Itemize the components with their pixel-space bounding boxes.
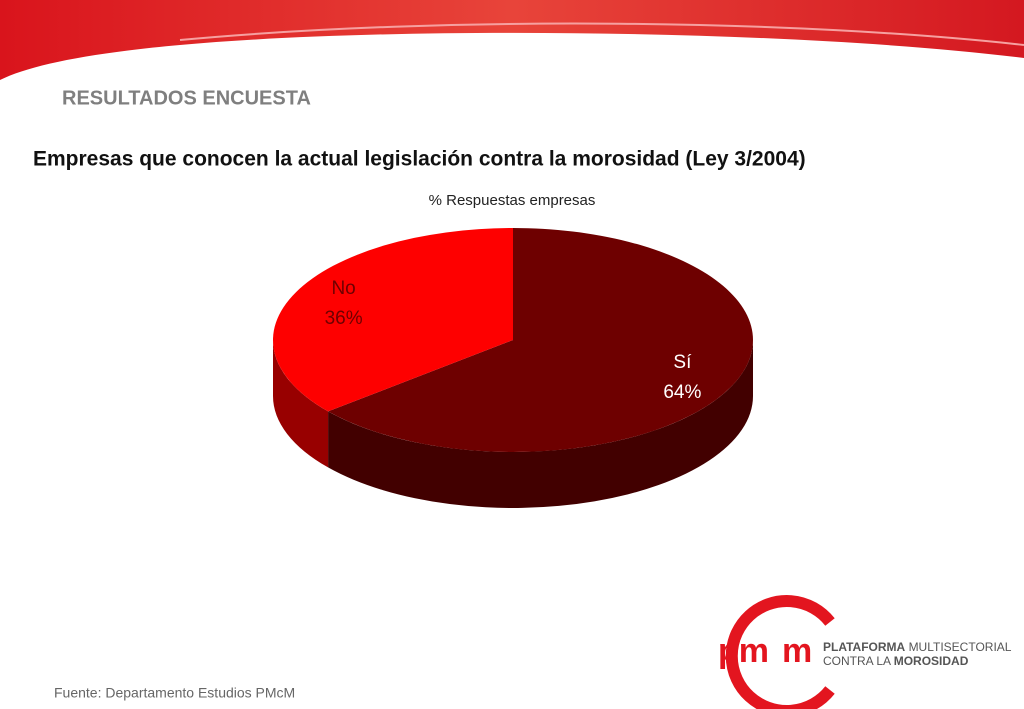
logo-letters: pm: [718, 632, 769, 670]
slice-label: No: [331, 278, 355, 299]
logo-text: PLATAFORMA MULTISECTORIAL: [823, 640, 1012, 654]
logo-letters: m: [782, 632, 812, 670]
logo: pm m PLATAFORMA MULTISECTORIAL CONTRA LA…: [718, 595, 1012, 709]
pie-slice: [328, 228, 753, 453]
header-wave: [0, 0, 1024, 80]
data-label: 36%: [325, 308, 363, 329]
pie-slice-side: [273, 340, 329, 468]
pie-chart: Sí 64% No 36%: [273, 228, 753, 509]
chart-title: % Respuestas empresas: [429, 192, 596, 209]
logo-text: CONTRA LA MOROSIDAD: [823, 654, 969, 668]
pie-tops: [273, 228, 753, 453]
pie-slice-side: [328, 340, 753, 509]
pie-slice: [273, 228, 513, 412]
data-label: 64%: [663, 382, 701, 403]
logo-text: MULTISECTORIAL: [909, 640, 1012, 654]
slice-label: Sí: [673, 352, 692, 373]
pie-sides: [273, 340, 753, 509]
logo-text: PLATAFORMA: [823, 640, 906, 654]
source: Fuente: Departamento Estudios PMcM: [54, 685, 295, 701]
slide-title: Empresas que conocen la actual legislaci…: [33, 148, 806, 171]
section-title: RESULTADOS ENCUESTA: [62, 87, 311, 109]
header-stripe: [179, 22, 1024, 46]
logo-text: CONTRA LA: [823, 654, 891, 668]
logo-text: MOROSIDAD: [894, 654, 969, 668]
logo-arc: [725, 595, 835, 709]
